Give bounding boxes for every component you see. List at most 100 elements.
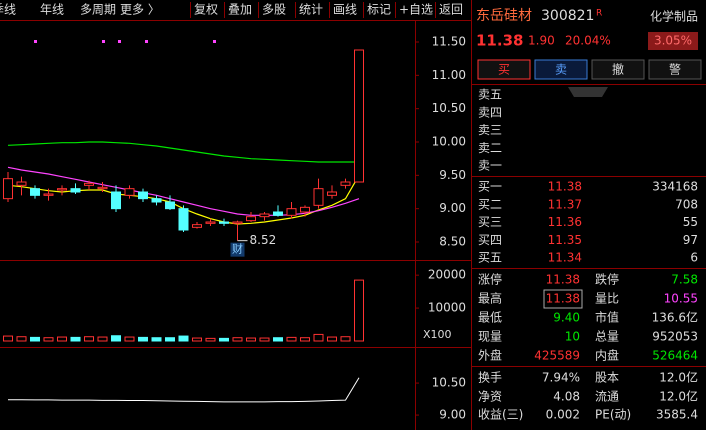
y-tick-label: 9.00 [439,201,466,215]
y-tick-label: 10.50 [432,376,466,390]
action-button[interactable] [591,59,645,80]
candle-body [273,211,283,216]
bid-price: 11.35 [548,233,582,247]
stat-value: 526464 [652,349,698,363]
volume-bar [219,337,229,342]
indicator-line [8,377,360,403]
volume-bar [286,336,297,342]
event-marker[interactable]: 财 [232,242,243,256]
ask-label: 卖四 [478,105,502,119]
volume-bar [259,337,270,342]
bid-price: 11.34 [548,251,582,265]
event-box [230,242,245,257]
industry-change: 3.05% [654,34,692,48]
industry[interactable]: 化学制品 [650,9,698,24]
action-button[interactable] [534,59,588,80]
toolbar-tab[interactable]: 更多 〉 [120,3,160,17]
toolbar-button[interactable]: +自选 [399,3,433,17]
candle-body [138,191,148,200]
candle-body [219,221,229,224]
candle-body [340,181,351,186]
stat-value: 9.40 [553,311,580,325]
stat-label: 最高 [478,291,502,306]
toolbar-button[interactable]: 叠加 [228,3,252,17]
volume-bar [165,337,175,342]
toolbar-button[interactable]: 统计 [299,3,323,17]
volume-bar [43,337,54,342]
action-label[interactable]: 撤 [612,62,624,77]
industry-badge [648,32,698,50]
candle-body [286,208,297,216]
stat-value: 952053 [652,330,698,344]
stat-label: 股本 [595,371,619,385]
toolbar-button[interactable]: 返回 [439,3,463,17]
bid-price: 11.36 [548,215,582,229]
stat-label: 总量 [595,330,619,344]
stat-value: 3585.4 [656,408,698,422]
stat-value: 136.6亿 [652,310,698,325]
toolbar-button[interactable]: 标记 [367,3,391,17]
stock-badge: R [596,9,602,19]
stat-value: 7.58 [671,273,698,287]
candle-body [313,188,324,206]
price-change: 1.90 [528,34,555,48]
action-button[interactable] [648,59,702,80]
toolbar-button[interactable]: 复权 [194,3,218,17]
action-label[interactable]: 警 [669,62,681,77]
volume-bar [354,279,364,342]
candle-body [97,186,108,190]
moving-average [7,141,359,163]
bid-price: 11.37 [548,197,582,211]
candle-body [178,208,189,231]
volume-bar [111,335,121,342]
volume-bar [84,336,94,342]
volume-bar [70,336,81,342]
action-label[interactable]: 买 [498,63,510,77]
stat-value: 12.0亿 [659,389,698,404]
volume-bar [3,335,13,342]
bid-volume: 97 [683,233,698,247]
bid-volume: 334168 [652,180,698,194]
stat-label: 最低 [478,311,502,325]
volume-bar [205,337,216,342]
candle-body [70,188,81,193]
stat-value: 11.38 [546,292,580,306]
bid-label: 买四 [478,233,502,247]
candle-body [124,188,135,196]
y-tick-label: 11.00 [432,68,466,82]
toolbar-button[interactable]: 画线 [333,3,357,17]
volume-bar [246,337,256,342]
stat-label: 外盘 [478,348,502,363]
stat-label: 跌停 [595,272,619,287]
collapse-tab[interactable] [568,87,608,97]
volume-bar [313,333,324,342]
stat-value: 10.55 [664,292,698,306]
stock-name: 东岳硅材 [476,8,532,24]
stat-label: 涨停 [478,272,502,287]
stat-label: 流通 [595,390,619,404]
toolbar-tab[interactable]: 年线 [40,3,64,17]
stat-label: PE(动) [595,408,631,422]
bid-volume: 708 [675,197,698,211]
volume-bar [232,337,243,342]
bid-label: 买二 [478,197,502,211]
bid-volume: 6 [690,251,698,265]
y-tick-label: 10.50 [432,101,466,115]
y-tick-label: 20000 [428,268,466,282]
stat-value: 10 [565,330,580,344]
stock-code: 300821 [541,8,594,24]
stat-value: 7.94% [542,371,580,385]
volume-bar [16,336,27,342]
toolbar-tab[interactable]: 季线 [0,3,16,17]
action-button[interactable] [477,59,531,80]
toolbar-button[interactable]: 多股 [262,3,286,17]
toolbar-tab[interactable]: 多周期 [80,3,116,17]
ask-label: 卖三 [478,123,502,137]
volume-bar [327,336,337,342]
volume-bar [57,336,67,342]
stat-value: 12.0亿 [659,370,698,385]
stat-label: 内盘 [595,348,619,363]
low-label: 8.52 [250,233,277,247]
action-label[interactable]: 卖 [555,63,567,77]
